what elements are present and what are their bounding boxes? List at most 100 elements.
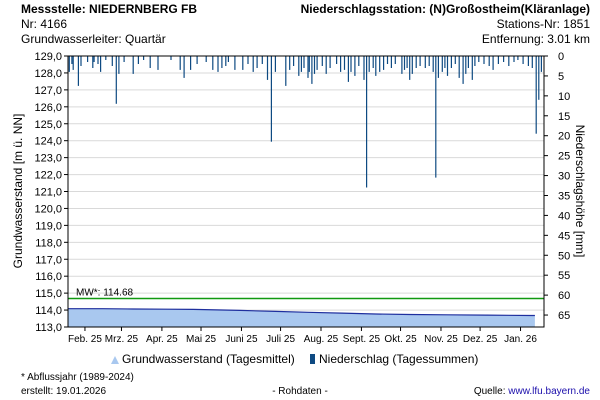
x-tick-label: Feb. 25 (68, 334, 102, 345)
y-left-tick-label: 115,0 (35, 288, 62, 300)
precip-bar (467, 56, 469, 68)
precip-station-distance: Entfernung: 3.01 km (481, 32, 590, 46)
y-left-tick-label: 124,0 (34, 136, 62, 148)
y-right-tick-label: 55 (558, 270, 570, 282)
precip-bar (205, 56, 207, 62)
precip-bar (100, 56, 102, 72)
precip-bar (137, 56, 139, 64)
y-left-tick-label: 125,0 (34, 119, 62, 131)
legend-precip-swatch (310, 354, 315, 364)
precip-bar (531, 56, 533, 68)
precip-bar (401, 56, 403, 74)
precip-bar (375, 56, 377, 76)
precip-bar (298, 56, 300, 76)
legend: Grundwasserstand (Tagesmittel) Niedersch… (111, 352, 478, 366)
precip-bar (261, 56, 263, 64)
precip-bar (170, 56, 172, 60)
precip-bar (406, 56, 408, 68)
precip-bar (72, 56, 74, 70)
precip-bar (465, 56, 467, 74)
precip-bar (256, 56, 258, 68)
precip-bar (183, 56, 185, 78)
precip-bar (92, 56, 94, 68)
precip-bar (270, 56, 272, 142)
precip-bar (329, 56, 331, 68)
precip-bar (522, 56, 524, 64)
y-left-tick-label: 119,0 (35, 220, 62, 232)
x-axis: Feb. 25 Mrz. 25 Apr. 25 Mai 25 Juni 25 Juli 2… (68, 327, 537, 345)
precip-bar (435, 56, 437, 178)
x-tick-label: Mai 25 (186, 334, 216, 345)
precip-bar (285, 56, 287, 86)
precip-bar (446, 56, 449, 76)
precip-station-number: Stations-Nr: 1851 (496, 17, 590, 31)
precip-bar (379, 56, 381, 72)
precip-bar (497, 56, 499, 64)
precip-bar (517, 56, 519, 60)
precip-bar (535, 56, 537, 134)
y-left-tick-label: 117,0 (35, 254, 62, 266)
y-left-tick-label: 118,0 (35, 237, 62, 249)
precip-bar (428, 56, 430, 66)
precip-bar (454, 56, 456, 64)
source-link[interactable]: www.lfu.bayern.de (508, 386, 590, 397)
precip-bar (325, 56, 327, 74)
x-tick-label: Sept. 25 (343, 334, 381, 345)
precip-bar (540, 56, 542, 72)
y-left-tick-label: 114,0 (35, 305, 62, 317)
precip-bar (242, 56, 244, 70)
precip-bar (462, 56, 464, 84)
precip-bar (97, 56, 99, 64)
precip-bar (478, 56, 480, 62)
precip-bar (234, 56, 236, 70)
x-tick-label: Apr. 25 (146, 334, 178, 345)
x-tick-label: Dez. 25 (463, 334, 498, 345)
y-right-tick-label: 15 (558, 111, 570, 123)
precip-bar (105, 56, 107, 60)
y-right-tick-label: 60 (558, 290, 570, 302)
y-left-tick-label: 126,0 (34, 102, 62, 114)
precip-bar (508, 56, 510, 66)
y-right-tick-label: 40 (558, 210, 570, 222)
y-left-tick-label: 127,0 (34, 85, 62, 97)
gridlines (68, 72, 544, 311)
precip-bar (415, 56, 417, 68)
precip-bar (71, 56, 73, 64)
precip-bar (492, 56, 494, 70)
precip-station-title: Niederschlagsstation: (N)Großostheim(Klä… (300, 2, 590, 16)
precip-bar (321, 56, 323, 66)
precip-bar (471, 56, 473, 80)
precip-bar (307, 56, 309, 78)
y-right-tick-label: 10 (558, 91, 570, 103)
legend-precip-label: Niederschlag (Tagessummen) (319, 352, 478, 366)
precip-bar (437, 56, 439, 78)
groundwater-line (68, 308, 535, 317)
y-right-tick-label: 20 (558, 131, 570, 143)
x-tick-label: Juli 25 (266, 334, 295, 345)
y-left-tick-label: 128,0 (34, 68, 62, 80)
precip-bar (217, 56, 219, 72)
precip-bar (87, 56, 89, 62)
precip-bar (383, 56, 385, 70)
precip-bar (358, 56, 360, 66)
precip-bar (403, 56, 406, 70)
precip-bar (411, 56, 413, 74)
precipitation-series (68, 56, 542, 188)
precip-bar (458, 56, 460, 78)
station-title: Messstelle: NIEDERNBERG FB (21, 2, 198, 16)
x-tick-label: Jan. 26 (504, 334, 537, 345)
station-number: Nr: 4166 (21, 17, 68, 31)
precip-bar (227, 56, 229, 62)
precip-bar (316, 56, 318, 70)
precip-bar (354, 56, 356, 76)
precip-bar (123, 56, 125, 62)
y-right-tick-label: 35 (558, 190, 570, 202)
precip-bar (190, 56, 192, 70)
precip-bar (350, 56, 352, 72)
x-tick-label: Nov. 25 (424, 334, 458, 345)
precip-bar (390, 56, 392, 68)
mw-label: MW*: 114.68 (76, 288, 133, 299)
precip-bar (313, 56, 316, 74)
legend-groundwater-swatch (111, 356, 119, 364)
footnote: * Abflussjahr (1989-2024) (21, 372, 134, 383)
